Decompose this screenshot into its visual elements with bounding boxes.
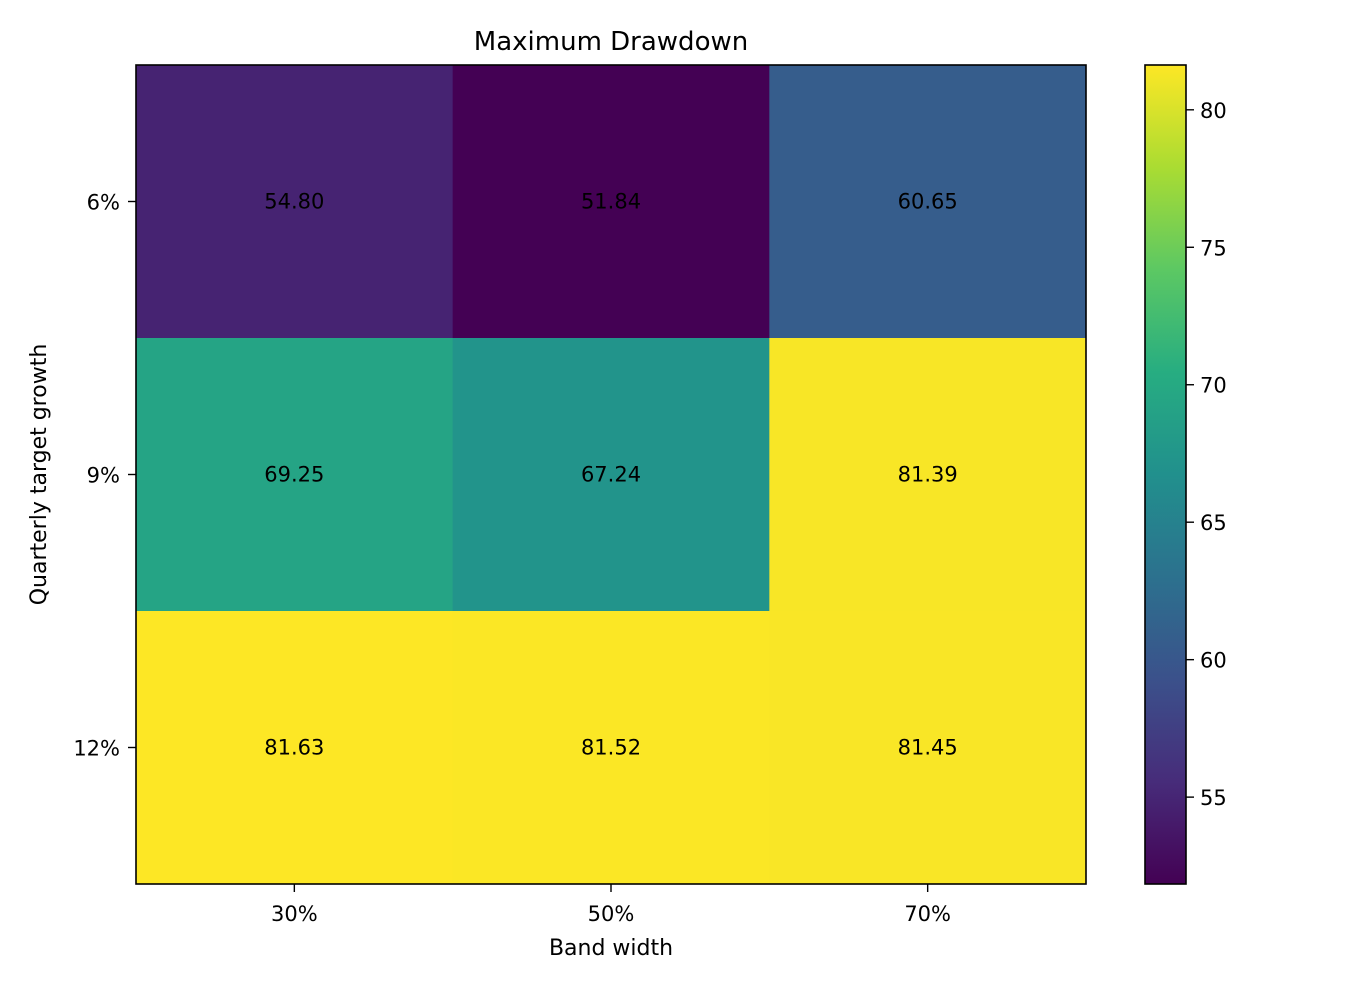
x-tick-label: 70% [904,902,951,926]
heatmap-cell-labels: 54.80 51.84 60.65 69.25 67.24 81.39 81.63 81.52… [264,190,957,760]
cell-value-label: 81.45 [898,736,958,760]
heatmap-cell [769,338,1087,612]
cell-value-label: 81.39 [898,463,958,487]
colorbar-tick-label: 70 [1200,374,1227,398]
chart-title: Maximum Drawdown [474,27,748,57]
y-tick-label: 12% [73,737,120,761]
heatmap-cell [452,611,770,885]
heatmap-cell [136,65,454,339]
colorbar-tick-label: 55 [1200,786,1227,810]
x-axis-ticks: 30% 50% 70% [271,884,951,926]
cell-value-label: 60.65 [898,190,958,214]
x-axis-label: Band width [549,936,673,961]
heatmap-cells [136,65,1087,885]
x-tick-label: 50% [588,902,635,926]
cell-value-label: 69.25 [264,463,324,487]
y-axis-label: Quarterly target growth [27,344,52,606]
y-tick-label: 9% [87,464,120,488]
heatmap-cell [769,611,1087,885]
heatmap-cell [769,65,1087,339]
x-tick-label: 30% [271,902,318,926]
colorbar-ticks: 55 60 65 70 75 80 [1186,99,1227,810]
y-tick-label: 6% [87,191,120,215]
colorbar-tick-label: 65 [1200,511,1227,535]
cell-value-label: 67.24 [581,463,641,487]
colorbar-tick-label: 75 [1200,236,1227,260]
heatmap-cell [452,338,770,612]
y-axis-ticks: 6% 9% 12% [73,191,136,761]
cell-value-label: 51.84 [581,190,641,214]
heatmap-cell [136,611,454,885]
heatmap-cell [452,65,770,339]
heatmap-cell [136,338,454,612]
cell-value-label: 81.63 [264,736,324,760]
colorbar-tick-label: 60 [1200,649,1227,673]
cell-value-label: 54.80 [264,190,324,214]
colorbar-tick-label: 80 [1200,99,1227,123]
colorbar [1144,64,1187,885]
cell-value-label: 81.52 [581,736,641,760]
